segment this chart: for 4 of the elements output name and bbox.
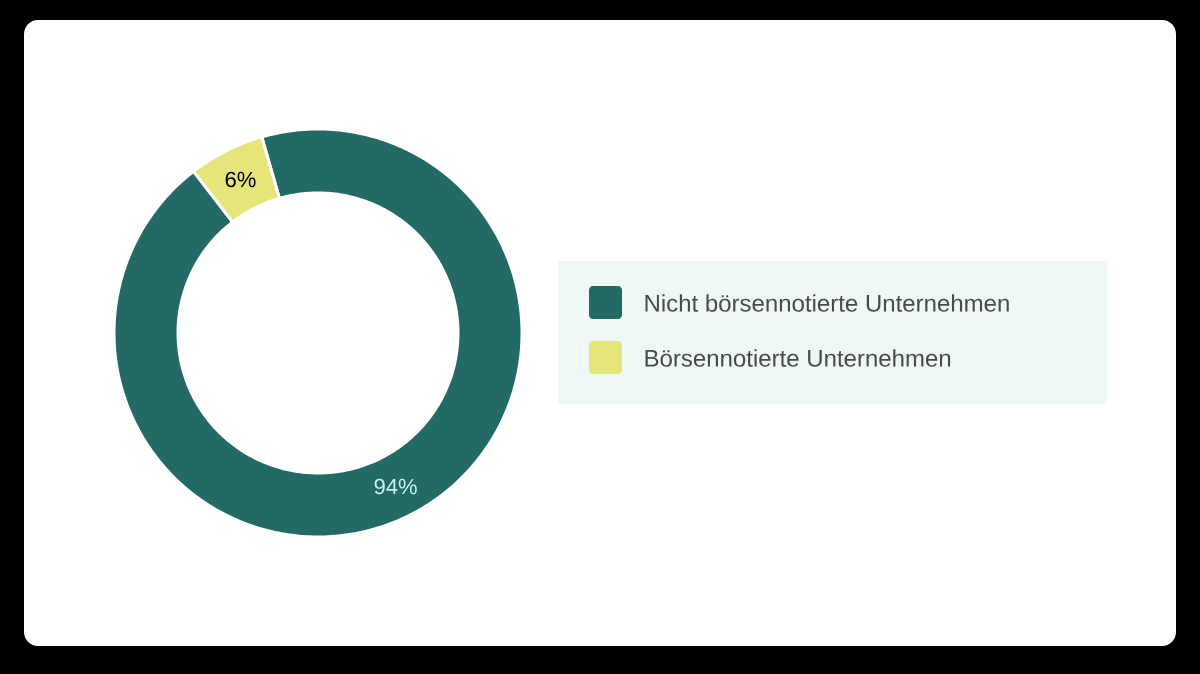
legend-label: Nicht börsennotierte Unternehmen xyxy=(645,294,1009,312)
legend-label: Börsennotierte Unternehmen xyxy=(645,349,951,367)
data-label: 6% xyxy=(225,171,256,188)
data-label: 94% xyxy=(374,478,417,495)
